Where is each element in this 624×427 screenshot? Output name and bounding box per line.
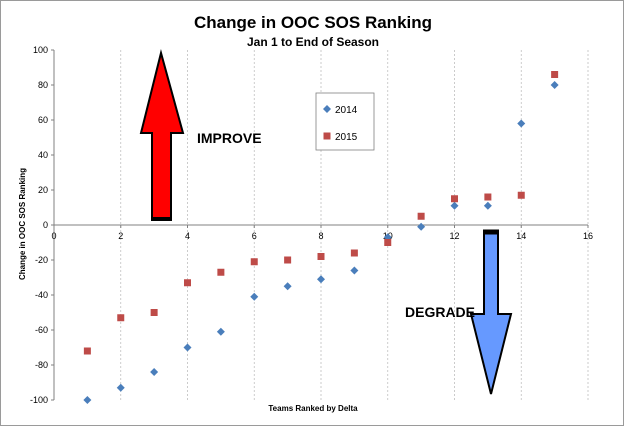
x-tick-label-8: 8 xyxy=(318,231,323,241)
legend: 2014 2015 xyxy=(315,92,375,151)
point-2014-6 xyxy=(250,292,259,301)
x-tick-label-0: 0 xyxy=(51,231,56,241)
y-tick-label--100: -100 xyxy=(30,395,48,405)
point-2014-5 xyxy=(216,327,225,336)
annotation-arrows xyxy=(139,49,513,395)
point-2014-12 xyxy=(450,201,459,210)
point-2015-14 xyxy=(517,191,525,199)
point-2014-15 xyxy=(550,81,559,89)
chart-title: Change in OOC SOS Ranking xyxy=(194,13,432,32)
x-tick-label-6: 6 xyxy=(252,231,257,241)
x-tick-label-16: 16 xyxy=(583,231,593,241)
point-2015-3 xyxy=(150,309,158,316)
point-2014-11 xyxy=(417,222,426,231)
legend-marker-2014 xyxy=(323,105,331,113)
point-2015-12 xyxy=(451,195,458,203)
point-2015-2 xyxy=(117,314,125,322)
y-tick-label-80: 80 xyxy=(38,80,48,90)
legend-label-2014: 2014 xyxy=(335,105,358,116)
x-tick-label-4: 4 xyxy=(185,231,190,241)
point-2014-9 xyxy=(350,266,359,275)
improve-arrow xyxy=(139,49,185,220)
point-2015-7 xyxy=(284,256,292,264)
degrade-label: DEGRADE xyxy=(405,304,475,320)
point-2015-13 xyxy=(484,193,492,201)
legend-marker-2015 xyxy=(323,132,331,140)
y-tick-label--80: -80 xyxy=(35,360,48,370)
y-tick-label--20: -20 xyxy=(35,255,48,265)
data-points xyxy=(83,71,559,404)
point-2014-2 xyxy=(116,383,125,392)
x-tick-label-12: 12 xyxy=(449,231,459,241)
point-2015-6 xyxy=(250,258,258,266)
point-2014-14 xyxy=(517,119,526,128)
chart-subtitle: Jan 1 to End of Season xyxy=(247,35,379,49)
y-tick-label--40: -40 xyxy=(35,290,48,300)
y-tick-label--60: -60 xyxy=(35,325,48,335)
point-2014-3 xyxy=(150,368,159,376)
point-2015-15 xyxy=(551,71,559,78)
x-tick-label-14: 14 xyxy=(516,231,526,241)
x-axis-title: Teams Ranked by Delta xyxy=(268,404,358,413)
improve-label: IMPROVE xyxy=(197,130,262,146)
point-2015-1 xyxy=(83,347,91,355)
y-tick-label-100: 100 xyxy=(33,45,48,55)
degrade-arrow xyxy=(469,231,513,395)
y-axis-title: Change in OOC SOS Ranking xyxy=(18,168,27,280)
x-tick-label-2: 2 xyxy=(118,231,123,241)
point-2015-10 xyxy=(384,239,392,246)
y-tick-label-40: 40 xyxy=(38,150,48,160)
y-tick-label-0: 0 xyxy=(43,220,48,230)
point-2015-4 xyxy=(184,279,191,287)
legend-box xyxy=(315,92,375,151)
point-2014-7 xyxy=(283,282,292,291)
y-tick-label-60: 60 xyxy=(38,115,48,125)
point-2015-9 xyxy=(350,249,358,257)
point-2015-8 xyxy=(317,253,325,260)
tick-labels: -100-80-60-40-20020406080100024681012141… xyxy=(30,45,593,405)
axes xyxy=(51,49,589,401)
point-2014-13 xyxy=(483,201,492,210)
point-2014-4 xyxy=(183,343,192,352)
legend-label-2015: 2015 xyxy=(335,132,358,143)
point-2015-11 xyxy=(417,212,425,220)
y-tick-label-20: 20 xyxy=(38,185,48,195)
point-2014-8 xyxy=(317,275,325,284)
point-2014-1 xyxy=(83,396,92,404)
point-2015-5 xyxy=(217,268,225,276)
